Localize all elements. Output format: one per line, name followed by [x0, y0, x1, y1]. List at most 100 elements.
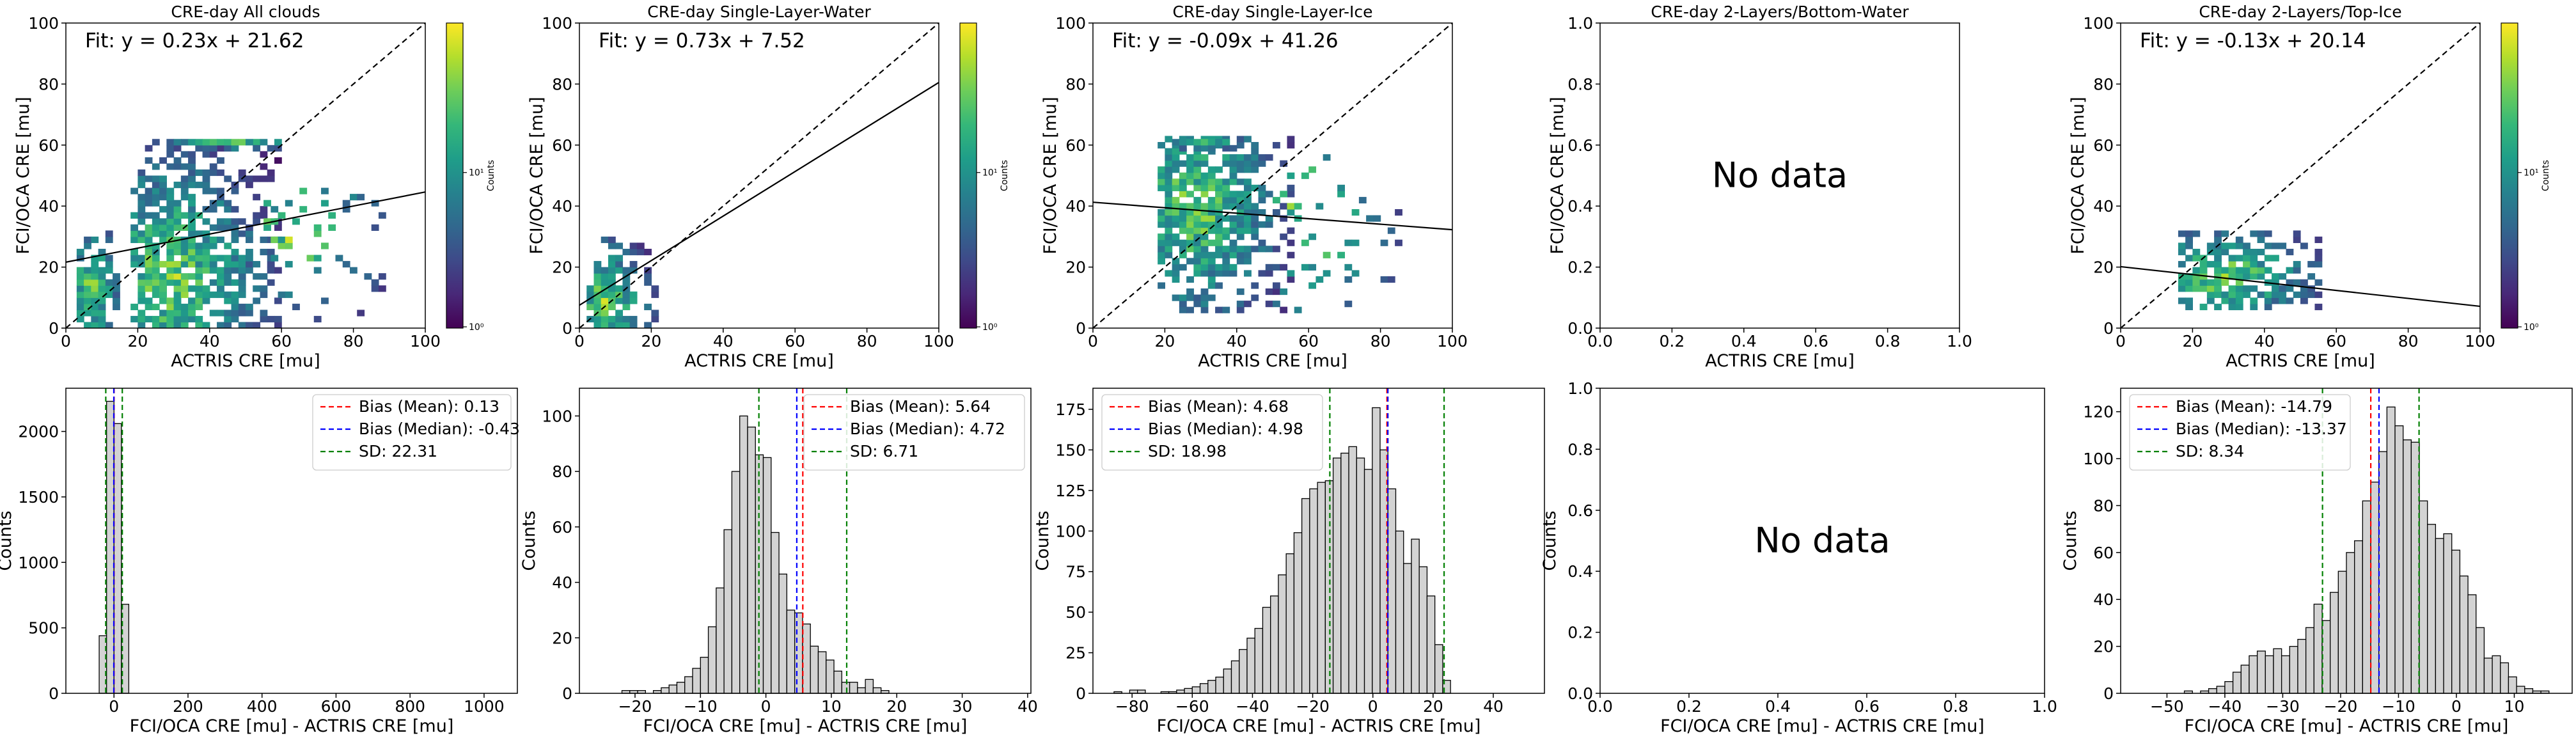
heatmap-cell: [137, 285, 146, 292]
heatmap-cell: [98, 291, 106, 298]
heatmap-cell: [1165, 160, 1173, 167]
heatmap-cell: [166, 261, 175, 268]
y-tick-label: 2000: [18, 423, 59, 441]
identity-line: [1093, 23, 1452, 328]
x-tick-label: −20: [2324, 697, 2358, 716]
histogram-bar: [2427, 524, 2437, 694]
histogram-bar: [2232, 672, 2242, 694]
heatmap-cell: [1215, 251, 1223, 258]
y-tick-label: 0: [49, 684, 59, 703]
heatmap-cell: [195, 242, 203, 249]
heatmap-cell: [1287, 227, 1295, 234]
heatmap-cell: [238, 267, 246, 274]
histogram-bar: [810, 645, 819, 694]
heatmap-cell: [1222, 270, 1230, 277]
heatmap-cell: [152, 139, 160, 146]
heatmap-cell: [98, 255, 106, 262]
heatmap-cell: [267, 267, 275, 274]
heatmap-cell: [1287, 203, 1295, 210]
heatmap-cell: [2286, 279, 2294, 286]
heatmap-cell: [98, 248, 106, 256]
heatmap-cell: [1229, 154, 1237, 161]
heatmap-cell: [195, 248, 203, 256]
legend-box: [803, 394, 1025, 471]
heatmap-cell: [1251, 203, 1259, 210]
histogram-bar: [723, 529, 733, 694]
fit-line: [1093, 201, 1452, 231]
plot-frame: [1092, 388, 1545, 694]
heatmap-cell: [1207, 209, 1216, 216]
heatmap-cell: [166, 206, 175, 213]
heatmap-cell: [1179, 227, 1187, 234]
heatmap-cell: [1172, 276, 1180, 283]
heatmap-cell: [629, 242, 638, 249]
identity-line: [2121, 23, 2480, 328]
heatmap-cell: [1344, 301, 1353, 308]
heatmap-cell: [145, 175, 153, 182]
heatmap-cell: [1287, 251, 1295, 258]
heatmap-cell: [166, 315, 175, 323]
x-tick-label: −30: [2266, 697, 2300, 716]
heatmap-cell: [1200, 227, 1209, 234]
heatmap-cell: [1287, 142, 1295, 149]
heatmap-cell: [231, 206, 239, 213]
y-tick-label: 80: [2093, 496, 2114, 515]
heatmap-cell: [1251, 209, 1259, 216]
histogram-bar: [1356, 457, 1365, 694]
histogram-bar: [2265, 655, 2274, 694]
heatmap-cell: [231, 255, 239, 262]
heatmap-cell: [2235, 297, 2243, 304]
heatmap-cell: [209, 267, 217, 274]
heatmap-cell: [622, 279, 631, 286]
heatmap-cell: [2279, 273, 2287, 280]
heatmap-cell: [2279, 291, 2287, 298]
heatmap-cell: [2178, 279, 2186, 286]
histogram-bar: [2386, 406, 2396, 694]
heatmap-cell: [629, 297, 638, 304]
fit-annotation: Fit: y = 0.23x + 21.62: [85, 29, 304, 52]
heatmap-cell: [1186, 288, 1194, 295]
heatmap-cell: [98, 315, 106, 323]
heatmap-cell: [2214, 285, 2222, 292]
heatmap-cell: [1193, 227, 1202, 234]
heatmap-cell: [1244, 166, 1252, 173]
heatmap-cell: [253, 194, 261, 201]
heatmap-cell: [1179, 221, 1187, 228]
heatmap-cell: [246, 310, 253, 317]
heatmap-cell: [152, 255, 160, 262]
heatmap-cell: [145, 145, 153, 152]
heatmap-cell: [145, 285, 153, 292]
heatmap-cell: [1207, 139, 1216, 146]
heatmap-cell: [224, 273, 232, 280]
histogram-bar: [841, 682, 851, 694]
heatmap-cell: [159, 175, 167, 182]
heatmap-cell: [586, 285, 595, 292]
heatmap-cell: [1165, 191, 1173, 198]
legend-sd-label: SD: 6.71: [850, 442, 918, 461]
heatmap-cell: [1229, 196, 1237, 204]
heatmap-cell: [137, 236, 146, 244]
x-tick-label: −40: [1236, 697, 1269, 716]
heatmap-cell: [2235, 303, 2243, 310]
heatmap-cell: [260, 315, 268, 323]
fit-line: [2121, 265, 2480, 308]
heatmap-cell: [2221, 230, 2229, 237]
plot-frame: [579, 388, 1032, 694]
histogram-bar: [1395, 530, 1404, 694]
heatmap-cell: [608, 322, 616, 328]
heatmap-cell: [1179, 172, 1187, 179]
heatmap-cell: [267, 315, 275, 323]
heatmap-cell: [166, 218, 175, 225]
heatmap-cell: [188, 212, 196, 219]
heatmap-cell: [1229, 178, 1237, 185]
heatmap-cell: [2228, 255, 2236, 262]
heatmap-cell: [1251, 233, 1259, 240]
heatmap-cell: [195, 261, 203, 268]
heatmap-cell: [260, 310, 268, 317]
y-tick-label: 100: [1055, 14, 1086, 33]
heatmap-cell: [2272, 291, 2279, 298]
y-axis-label: Counts: [519, 510, 539, 571]
heatmap-cell: [224, 145, 232, 152]
heatmap-cell: [188, 175, 196, 182]
histogram-bar: [857, 687, 866, 694]
